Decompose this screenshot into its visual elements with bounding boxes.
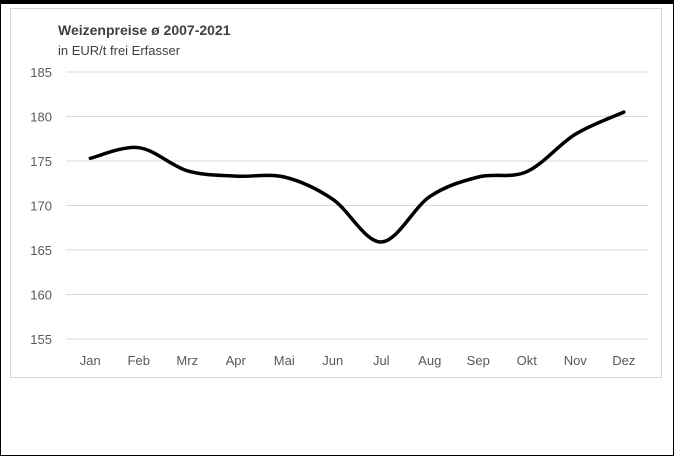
x-tick-label-okt: Okt: [517, 353, 538, 368]
data-point-mai: [282, 175, 286, 179]
x-tick-label-mai: Mai: [274, 353, 295, 368]
y-tick-label-155: 155: [30, 332, 52, 347]
data-point-jul: [379, 240, 383, 244]
top-edge-strip: [0, 0, 674, 4]
x-tick-label-aug: Aug: [418, 353, 441, 368]
x-tick-label-feb: Feb: [128, 353, 150, 368]
y-tick-label-180: 180: [30, 110, 52, 125]
data-point-sep: [476, 175, 480, 179]
x-tick-label-nov: Nov: [564, 353, 588, 368]
data-point-nov: [573, 132, 577, 136]
y-tick-label-160: 160: [30, 288, 52, 303]
y-tick-label-170: 170: [30, 199, 52, 214]
data-point-dez: [622, 110, 626, 114]
x-tick-label-apr: Apr: [226, 353, 247, 368]
chart-subtitle: in EUR/t frei Erfasser: [58, 43, 181, 58]
data-point-apr: [234, 174, 238, 178]
data-point-okt: [525, 170, 529, 174]
data-point-jun: [331, 197, 335, 201]
y-tick-label-165: 165: [30, 243, 52, 258]
series-line: [88, 110, 626, 244]
data-point-feb: [137, 146, 141, 150]
chart-title: Weizenpreise ø 2007-2021: [58, 22, 231, 38]
data-point-jan: [88, 156, 92, 160]
x-tick-label-jul: Jul: [373, 353, 390, 368]
chart-panel: [10, 8, 662, 378]
y-tick-label-175: 175: [30, 154, 52, 169]
x-tick-label-jan: Jan: [80, 353, 101, 368]
x-tick-label-sep: Sep: [467, 353, 490, 368]
y-tick-label-185: 185: [30, 65, 52, 80]
x-tick-label-mrz: Mrz: [176, 353, 198, 368]
data-point-mrz: [185, 169, 189, 173]
x-tick-label-jun: Jun: [322, 353, 343, 368]
data-point-aug: [428, 195, 432, 199]
x-tick-label-dez: Dez: [612, 353, 635, 368]
